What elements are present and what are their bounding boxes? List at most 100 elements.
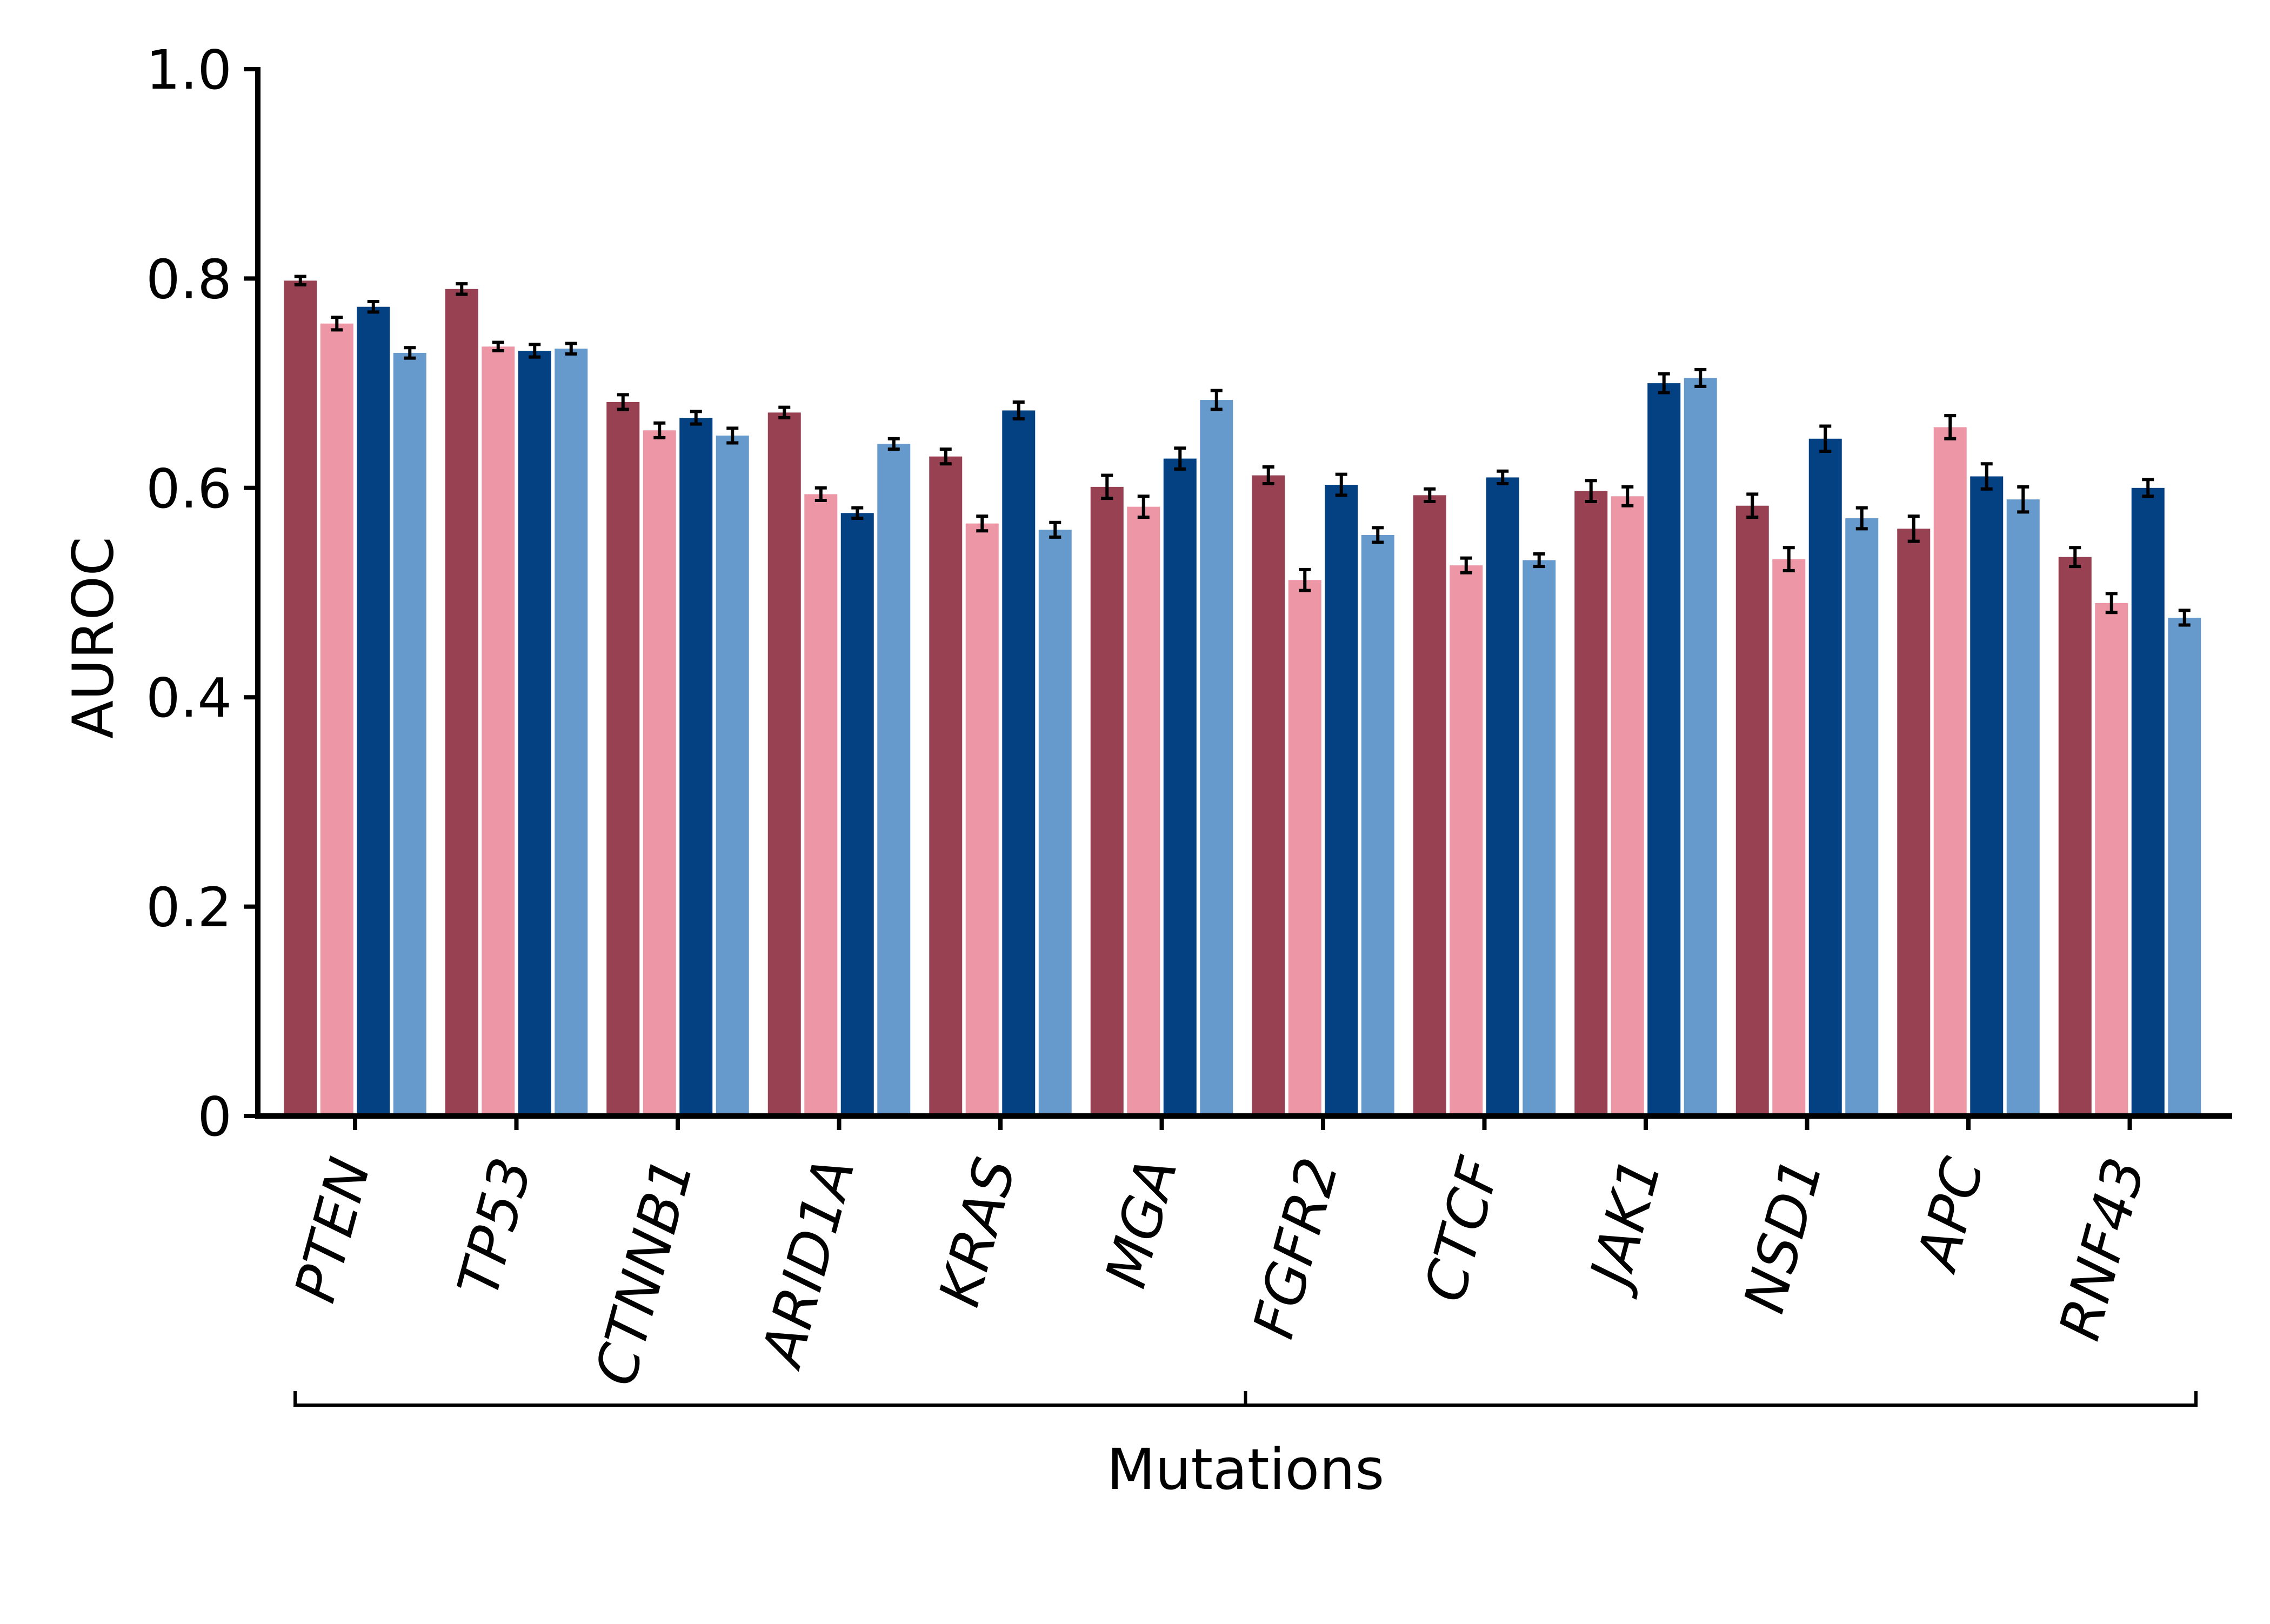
bar-CTNNB1-s1 bbox=[606, 402, 640, 1116]
error-bar-CTCF-s2 bbox=[1460, 556, 1472, 574]
x-axis-label: Mutations bbox=[1107, 1436, 1385, 1502]
bar-APC-s4 bbox=[2006, 499, 2040, 1117]
error-bar-ARID1A-s2 bbox=[814, 486, 827, 503]
bar-APC-s2 bbox=[1933, 427, 1967, 1116]
y-ticks: 0 0.2 0.4 0.6 0.8 1.0 bbox=[146, 38, 258, 1148]
bar-APC-s1 bbox=[1897, 529, 1931, 1116]
bar-NSD1-s1 bbox=[1735, 505, 1769, 1116]
bar-FGFR2-s2 bbox=[1288, 580, 1321, 1116]
bar-ARID1A-s2 bbox=[804, 494, 838, 1116]
error-bar-RNF43-s3 bbox=[2142, 478, 2154, 498]
bar-TP53-s2 bbox=[482, 346, 515, 1117]
error-bar-JAK1-s1 bbox=[1585, 479, 1597, 503]
error-bar-JAK1-s3 bbox=[1658, 372, 1670, 395]
x-tick-label-apc: APC bbox=[1903, 1151, 1997, 1279]
bar-RNF43-s4 bbox=[2168, 617, 2201, 1116]
bar-CTCF-s4 bbox=[1523, 560, 1556, 1116]
bar-PTEN-s2 bbox=[320, 323, 353, 1117]
error-bar-JAK1-s2 bbox=[1621, 485, 1634, 507]
error-bar-PTEN-s2 bbox=[331, 316, 343, 332]
bracket-line bbox=[293, 1391, 2198, 1407]
bar-ARID1A-s4 bbox=[877, 444, 911, 1116]
bar-MGA-s4 bbox=[1200, 400, 1233, 1116]
bar-TP53-s1 bbox=[445, 289, 478, 1116]
error-bar-FGFR2-s2 bbox=[1299, 567, 1311, 592]
bar-PTEN-s1 bbox=[284, 280, 317, 1117]
x-tick-label-nsd1: NSD1 bbox=[1731, 1151, 1835, 1320]
error-bar-TP53-s2 bbox=[492, 340, 504, 353]
bar-TP53-s3 bbox=[518, 351, 551, 1116]
error-bar-RNF43-s2 bbox=[2105, 592, 2118, 614]
bar-FGFR2-s1 bbox=[1252, 475, 1285, 1116]
error-bar-MGA-s3 bbox=[1174, 446, 1186, 471]
error-bar-ARID1A-s4 bbox=[887, 437, 900, 451]
error-bar-CTNNB1-s4 bbox=[726, 426, 739, 445]
bar-CTCF-s2 bbox=[1450, 565, 1483, 1116]
y-tick-label: 0.8 bbox=[146, 248, 232, 311]
error-bar-CTCF-s3 bbox=[1497, 469, 1509, 486]
error-bar-APC-s1 bbox=[1907, 514, 1920, 543]
bar-MGA-s3 bbox=[1163, 458, 1197, 1117]
y-tick-label: 0 bbox=[197, 1085, 232, 1148]
error-bar-TP53-s3 bbox=[529, 343, 541, 359]
bar-ARID1A-s1 bbox=[767, 412, 801, 1117]
error-bar-KRAS-s2 bbox=[976, 514, 989, 533]
bar-KRAS-s1 bbox=[929, 456, 963, 1117]
error-bar-PTEN-s3 bbox=[367, 300, 379, 314]
error-bar-RNF43-s1 bbox=[2069, 546, 2081, 569]
bars-layer bbox=[284, 280, 2201, 1117]
error-bar-MGA-s1 bbox=[1101, 473, 1113, 500]
error-bar-PTEN-s4 bbox=[404, 346, 416, 360]
error-bar-CTNNB1-s1 bbox=[617, 393, 629, 411]
error-bar-ARID1A-s3 bbox=[851, 506, 864, 520]
bar-RNF43-s3 bbox=[2131, 487, 2165, 1116]
y-axis-label: AUROC bbox=[60, 537, 126, 739]
error-bar-KRAS-s4 bbox=[1049, 520, 1061, 539]
x-tick-label-jak1: JAK1 bbox=[1575, 1151, 1674, 1301]
bar-ARID1A-s3 bbox=[840, 513, 874, 1116]
bar-KRAS-s4 bbox=[1038, 530, 1072, 1116]
error-bar-JAK1-s4 bbox=[1694, 367, 1707, 388]
error-bar-KRAS-s3 bbox=[1012, 400, 1025, 420]
error-bar-APC-s2 bbox=[1944, 414, 1957, 440]
x-tick-label-fgfr2: FGFR2 bbox=[1240, 1151, 1351, 1345]
bar-NSD1-s3 bbox=[1808, 438, 1842, 1116]
error-bar-CTNNB1-s2 bbox=[653, 421, 666, 439]
error-bar-RNF43-s4 bbox=[2178, 609, 2191, 627]
bar-PTEN-s4 bbox=[393, 352, 426, 1116]
error-bar-APC-s3 bbox=[1980, 462, 1993, 491]
error-bar-TP53-s1 bbox=[456, 282, 468, 296]
bar-APC-s3 bbox=[1970, 476, 2004, 1117]
error-bar-FGFR2-s1 bbox=[1262, 465, 1274, 486]
bar-KRAS-s3 bbox=[1002, 410, 1036, 1117]
x-tick-label-mga: MGA bbox=[1092, 1151, 1190, 1294]
error-bar-CTCF-s1 bbox=[1424, 487, 1436, 503]
error-bar-TP53-s4 bbox=[565, 342, 577, 356]
bar-CTNNB1-s4 bbox=[716, 435, 749, 1117]
x-tick-label-ctnnb1: CTNNB1 bbox=[582, 1151, 706, 1392]
error-bar-NSD1-s2 bbox=[1782, 546, 1795, 572]
bar-JAK1-s4 bbox=[1684, 378, 1717, 1116]
bar-RNF43-s2 bbox=[2095, 603, 2128, 1116]
error-bar-NSD1-s1 bbox=[1746, 492, 1759, 519]
x-group-bracket bbox=[293, 1391, 2198, 1407]
y-tick-label: 0.2 bbox=[146, 876, 232, 939]
bar-MGA-s1 bbox=[1090, 486, 1124, 1116]
axes-layer bbox=[255, 67, 2232, 1119]
bar-NSD1-s4 bbox=[1845, 518, 1879, 1116]
bar-NSD1-s2 bbox=[1772, 559, 1806, 1116]
error-bar-NSD1-s4 bbox=[1855, 506, 1868, 531]
x-tick-label-pten: PTEN bbox=[282, 1151, 383, 1309]
y-tick-label: 0.6 bbox=[146, 457, 232, 520]
error-bar-PTEN-s1 bbox=[294, 275, 306, 287]
error-bar-CTCF-s4 bbox=[1533, 552, 1545, 569]
error-bar-KRAS-s1 bbox=[939, 447, 952, 466]
error-bar-NSD1-s3 bbox=[1819, 424, 1832, 453]
error-bar-APC-s4 bbox=[2017, 485, 2029, 514]
y-tick-label: 1.0 bbox=[146, 38, 232, 102]
y-tick-label: 0.4 bbox=[146, 666, 232, 730]
bar-FGFR2-s4 bbox=[1361, 534, 1394, 1116]
bar-JAK1-s2 bbox=[1611, 496, 1644, 1116]
